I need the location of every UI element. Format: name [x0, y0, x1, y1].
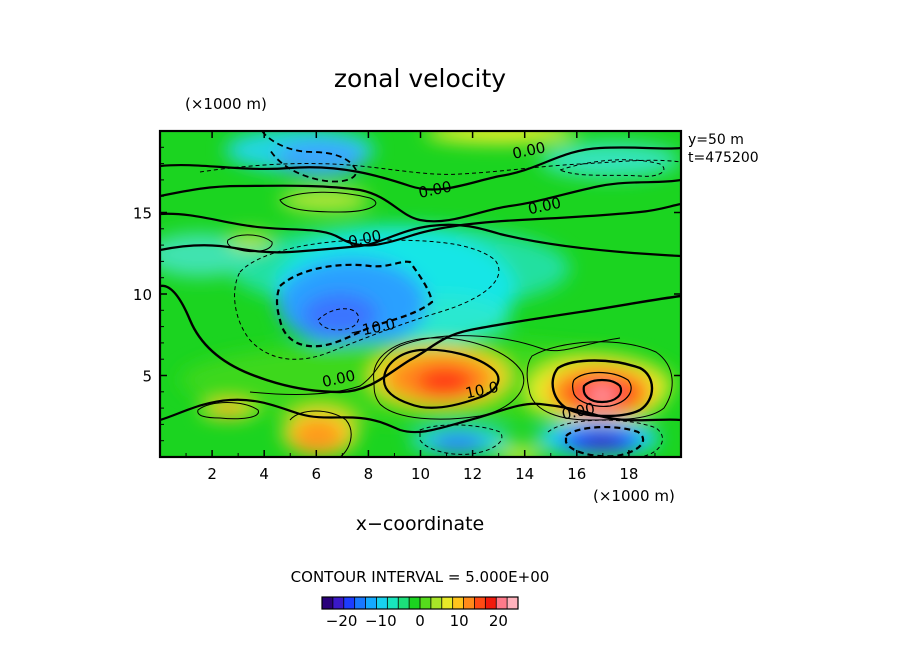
x-tick-label-6: 6: [312, 465, 322, 483]
minus-ten-contour-lower-right: [564, 425, 645, 457]
orange-far-left: [214, 405, 242, 415]
five-contour-right: [526, 341, 673, 421]
five-contour-mid: [373, 337, 525, 420]
axes: 2 4 6 8 10 12 14 16 18 5 10 15: [133, 131, 681, 483]
plus-five-contour-left: [227, 234, 273, 253]
yellowgreen-left: [228, 231, 272, 249]
colorbar: −20 −10 0 10 20: [321, 596, 519, 630]
colorbar-cell: [452, 597, 464, 609]
contour-interval-text: CONTOUR INTERVAL = 5.000E+00: [291, 568, 550, 586]
colorbar-frame: [321, 596, 519, 610]
velocity-field: [160, 131, 680, 457]
colorbar-cell: [365, 597, 377, 609]
zero-contour-bottom: [160, 398, 681, 434]
minus-five-contour-topright: [558, 159, 665, 177]
x-tick-label-14: 14: [515, 465, 534, 483]
x-tick-label-2: 2: [207, 465, 217, 483]
zero-contour-second: [160, 178, 681, 223]
minus-five-contour-top: [199, 159, 681, 175]
x-tick-label-18: 18: [619, 465, 638, 483]
x-tick-label-10: 10: [411, 465, 430, 483]
y-tick-label-5: 5: [142, 368, 152, 386]
colorbar-cell: [322, 597, 334, 609]
y-tick-label-10: 10: [133, 286, 152, 304]
blue-core-inner: [302, 293, 378, 337]
colorbar-tick-label-3: 10: [450, 612, 469, 630]
zero-contour-upper: [160, 146, 681, 191]
colorbar-tick-label-2: 0: [415, 612, 425, 630]
colorbar-cell: [354, 597, 366, 609]
contour-lines: [160, 131, 681, 457]
yellow-top: [425, 131, 575, 143]
colorbar-tick-label-4: 20: [489, 612, 508, 630]
info-line-time: t=475200: [688, 150, 759, 166]
y-tick-label-15: 15: [133, 205, 152, 223]
colorbar-cell: [420, 597, 432, 609]
fifteen-contour-right: [571, 371, 632, 407]
plus-five-contour-far-left: [197, 402, 259, 420]
minus-five-contour-bottom-center: [419, 424, 503, 455]
x-axis-label: x−coordinate: [356, 513, 485, 535]
colorbar-cell: [463, 597, 475, 609]
colorbar-cell: [332, 597, 344, 609]
colorbar-cell: [343, 597, 355, 609]
plus-five-contour-bottom-left: [289, 410, 352, 457]
violet-lower-right: [582, 435, 622, 449]
colorbar-cell: [387, 597, 399, 609]
colorbar-cell: [474, 597, 486, 609]
zero-contour-band: [160, 223, 681, 258]
red-mid: [417, 367, 473, 397]
colorbar-cell: [430, 597, 442, 609]
zero-contour-third: [160, 202, 681, 247]
colorbar-cell: [398, 597, 410, 609]
colorbar-cell: [441, 597, 453, 609]
minus-contour-top: [261, 131, 357, 183]
twenty-contour-right: [582, 378, 623, 404]
orange-bottom-left: [292, 418, 344, 454]
plus-five-contour-upper: [279, 191, 377, 213]
pink-right: [586, 387, 618, 403]
x-tick-label-8: 8: [364, 465, 374, 483]
colorbar-tick-label-1: −10: [365, 612, 397, 630]
minus-ten-contour-center: [275, 260, 434, 348]
chart-title: zonal velocity: [334, 64, 506, 93]
colorbar-cell: [376, 597, 388, 609]
x-tick-label-16: 16: [567, 465, 586, 483]
colorbar-cell: [507, 597, 519, 609]
minus-fourteen-contour-center: [317, 308, 359, 331]
info-lines: y=50 m t=475200: [688, 132, 759, 166]
five-contour-lower-band: [249, 335, 621, 395]
minus-five-contour-center: [234, 239, 500, 360]
x-unit-label: (×1000 m): [593, 487, 675, 505]
zero-contour-lower-main: [160, 284, 681, 394]
info-line-depth: y=50 m: [688, 132, 744, 148]
x-tick-label-4: 4: [259, 465, 269, 483]
ten-contour-mid: [382, 348, 500, 409]
colorbar-cell: [496, 597, 508, 609]
colorbar-tick-label-0: −20: [326, 612, 358, 630]
minus-five-contour-lower-right: [547, 419, 663, 457]
y-unit-label: (×1000 m): [185, 95, 267, 113]
blue-bottom-center: [430, 434, 486, 452]
colorbar-cell: [409, 597, 421, 609]
ten-contour-right: [551, 359, 654, 418]
plot-area: 0.000.000.000.00−10.00.00 10.00.00 2 4 6 8 10…: [133, 129, 683, 483]
x-tick-label-12: 12: [463, 465, 482, 483]
yellow-bottom-mid: [498, 446, 542, 457]
colorbar-cell: [485, 597, 497, 609]
